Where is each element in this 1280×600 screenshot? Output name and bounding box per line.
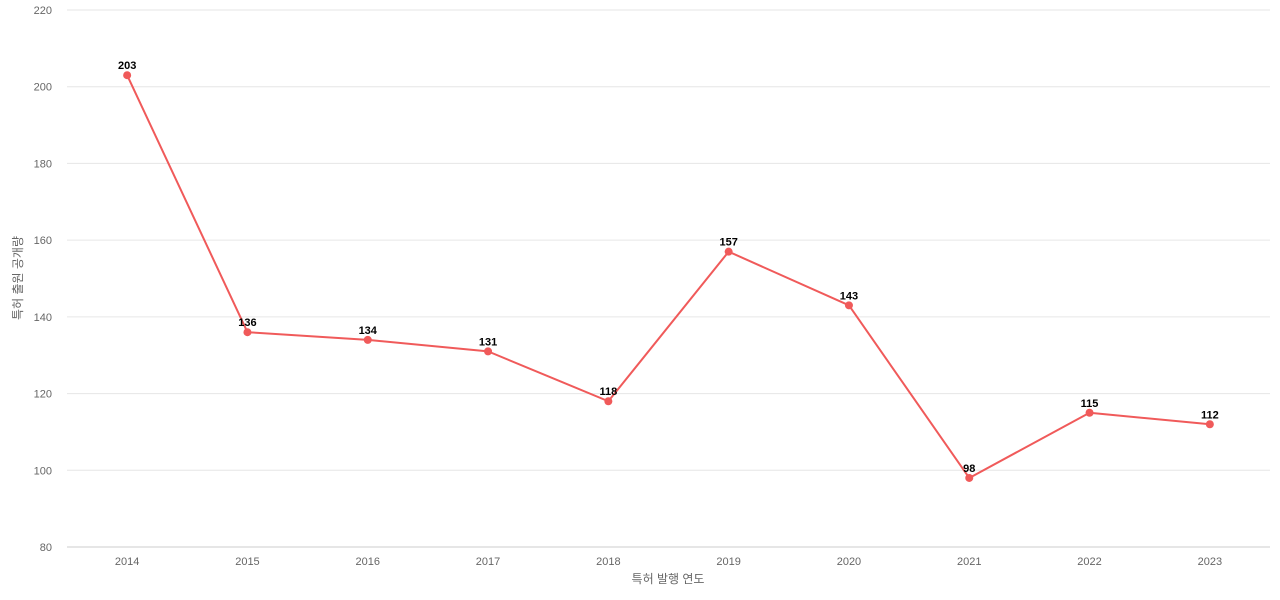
data-point[interactable] [604,397,613,406]
y-tick-label: 100 [34,465,52,477]
y-tick-label: 180 [34,158,52,170]
series-line [126,74,1210,479]
data-label: 112 [1201,409,1219,421]
y-tick-label: 140 [34,312,52,324]
data-point[interactable] [484,347,493,356]
x-tick-label: 2021 [957,556,981,568]
data-point[interactable] [844,301,853,310]
y-axis-title: 특허 출원 공개량 [11,236,25,320]
data-point[interactable] [1085,408,1094,417]
y-tick-label: 220 [34,5,52,17]
y-tick-label: 80 [40,542,52,554]
x-tick-label: 2020 [837,556,861,568]
series-layer [123,71,1214,482]
data-label: 134 [359,325,378,337]
data-label: 143 [840,290,858,302]
x-tick-label: 2019 [716,556,740,568]
x-tick-label: 2018 [596,556,620,568]
y-tick-label: 120 [34,389,52,401]
x-tick-label: 2014 [115,556,139,568]
x-axis-ticks: 2014 2015 2016 2017 2018 2019 2020 2021 2022 2023 [115,556,1222,568]
data-point[interactable] [243,328,252,337]
y-tick-label: 200 [34,82,52,94]
data-label: 115 [1081,398,1099,410]
x-tick-label: 2022 [1077,556,1101,568]
data-label: 131 [479,336,497,348]
data-label: 157 [719,237,737,249]
x-tick-label: 2016 [356,556,380,568]
data-point[interactable] [1205,420,1214,429]
gridlines [67,9,1270,548]
y-tick-label: 160 [34,235,52,247]
data-label: 98 [963,463,975,475]
data-point[interactable] [363,335,372,344]
data-point[interactable] [965,473,974,482]
y-axis-ticks: 80 100 120 140 160 180 200 220 [34,5,52,554]
data-point[interactable] [724,247,733,256]
x-tick-label: 2017 [476,556,500,568]
x-axis-title: 특허 발행 연도 [632,571,705,586]
x-tick-label: 2015 [235,556,259,568]
data-label: 136 [238,317,256,329]
data-labels: 203 136 134 131 118 157 143 98 115 112 [118,60,1219,475]
data-point[interactable] [123,71,132,80]
data-label: 203 [118,60,136,72]
x-tick-label: 2023 [1198,556,1222,568]
data-label: 118 [599,386,617,398]
